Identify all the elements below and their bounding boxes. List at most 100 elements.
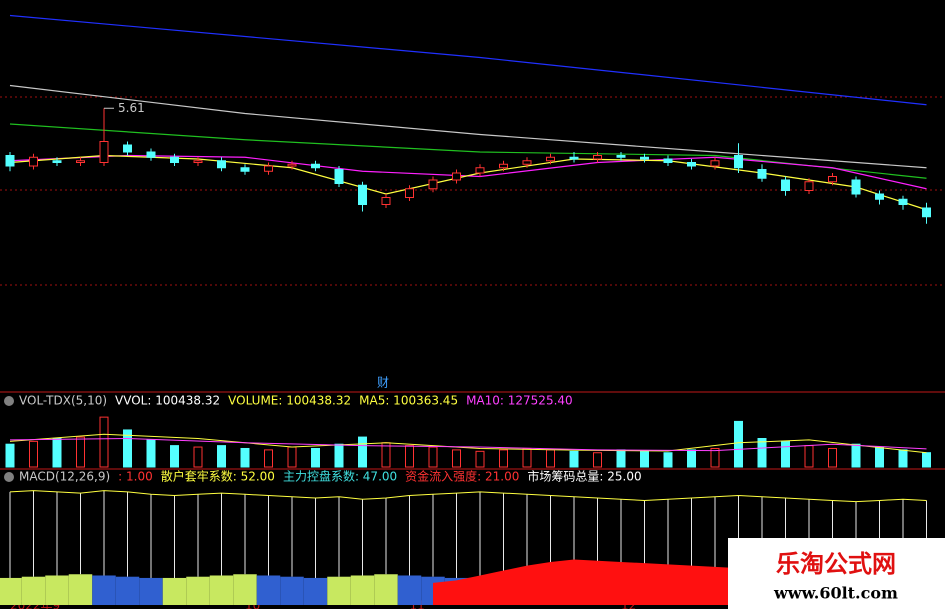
candle-body [593,155,602,160]
candle-body [334,169,344,184]
candle-body [522,160,532,165]
candle-body [170,156,179,163]
candle-body [405,188,414,198]
volume-bar [804,445,814,468]
lower-bar [233,574,257,605]
candle-body [76,160,85,163]
volume-bar [734,420,743,468]
volume-bar [29,440,38,468]
volume-bar [311,447,320,468]
volume-bar [475,450,485,468]
lower-bar [92,575,116,605]
lower-bar [0,577,22,605]
annotation: 5.61 [118,101,145,115]
volume-bar [358,436,367,468]
volume-bar [851,443,861,468]
volume-bar [52,438,62,468]
candle-body [687,162,696,167]
lower-bar [21,576,46,605]
volume-bar [405,445,414,468]
header-item: VVOL: 100438.32 [115,394,220,408]
candle-body [710,160,720,167]
candle-body [546,156,555,162]
lower-bar [209,575,234,605]
volume-average [9,433,927,454]
volume-header: VOL-TDX(5,10) VVOL: 100438.32 VOLUME: 1004… [4,394,573,408]
volume-bar [240,447,250,468]
candle-body [781,179,790,191]
volume-bar [898,449,908,468]
volume-bar [569,450,579,468]
watermark-box [728,538,945,609]
lower-bar [374,574,398,605]
volume-bar [593,452,602,468]
indicator-header: MACD(12,26,9) : 1.00 散户套牢系数: 52.00 主力控盘系数: … [4,469,642,484]
volume-bar [616,449,626,468]
panel-toggle[interactable] [4,472,14,482]
volume-bar [663,452,673,468]
volume-bar [123,429,132,468]
candle-body [311,163,320,169]
moving-average [9,123,927,179]
header-item: 市场筹码总量: 25.00 [527,469,641,484]
candle-body [922,207,931,218]
header-item: VOL-TDX(5,10) [19,394,107,408]
candle-body [663,158,673,163]
volume-bar [687,449,696,468]
volume-bar [287,446,297,468]
center-label: 财 [377,376,389,390]
candle-body [264,165,273,172]
candle-body [52,160,62,163]
candle-body [123,144,132,153]
lower-bar [303,577,328,605]
volume-bar [334,443,344,468]
candle-body [616,155,626,158]
header-item: 资金流入强度: 21.00 [405,469,519,484]
candle-body [358,184,367,205]
candle-body [851,179,861,195]
plot: 5.612022年9101112 [0,14,939,609]
volume-bar [522,447,532,468]
lower-bar [280,576,304,605]
volume-bar [170,445,179,468]
candle-body [193,160,203,163]
volume-bar [76,436,85,468]
volume-bar [428,446,438,468]
candle-body [428,179,438,190]
lower-bar [256,575,281,605]
upper-line [9,490,927,503]
volume-bar [193,446,203,468]
volume-bar [452,449,461,468]
volume-bar [875,446,884,468]
candle-body [569,156,579,160]
header-item: 散户套牢系数: 52.00 [161,469,275,484]
candle-body [475,167,485,174]
volume-bar [99,416,109,468]
volume-bar [217,445,226,468]
candle-body [287,163,297,167]
candle-body [734,155,743,169]
candle-body [499,163,508,169]
candle-body [217,160,226,169]
candle-body [640,156,649,160]
volume-bar [146,439,156,468]
lower-bar [115,576,140,605]
candle-body [757,169,767,179]
volume-bar [757,438,767,468]
lower-bar [397,575,422,605]
header-item: MACD(12,26,9) [19,470,110,484]
candle-body [240,167,250,172]
volume-bar [640,450,649,468]
watermark: 乐淘公式网 www.60lt.com [728,538,945,609]
volume-bar [781,440,790,468]
lower-bar [68,574,93,605]
lower-bar [186,576,210,605]
volume-bar [5,443,15,468]
header-item: : 1.00 [118,470,153,484]
header-item: MA5: 100363.45 [359,394,458,408]
panel-toggle[interactable] [4,396,14,406]
header-item: 主力控盘系数: 47.00 [283,469,397,484]
candle-body [146,151,156,158]
